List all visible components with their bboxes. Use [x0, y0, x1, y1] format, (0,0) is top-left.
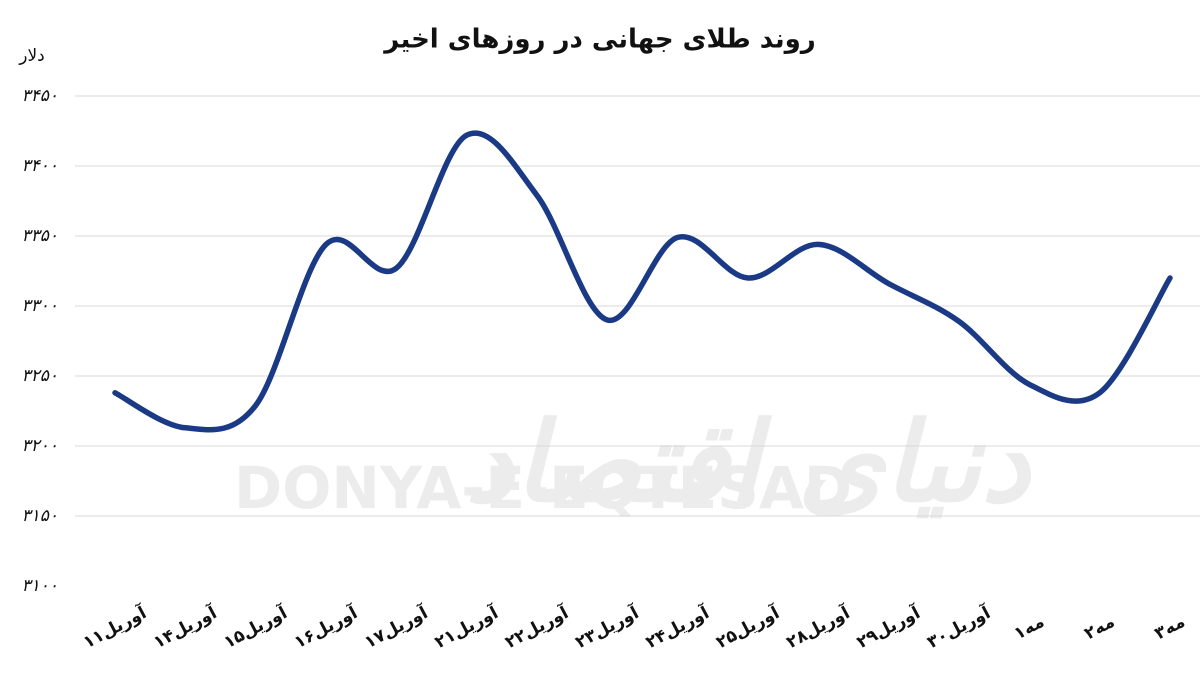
line — [112, 130, 1173, 433]
y-tick-label: ۳۱۰۰ — [21, 576, 58, 596]
x-tick-label: ۱۴آوریل — [149, 601, 221, 653]
x-tick-label: ۱۵آوریل — [220, 601, 292, 653]
x-tick-label: ۱۶آوریل — [290, 601, 362, 653]
y-tick-label: ۳۴۰۰ — [21, 156, 58, 176]
y-tick-label: ۳۴۵۰ — [21, 86, 58, 106]
x-tick-label: ۲۵آوریل — [712, 601, 784, 653]
x-tick-label: ۱مه — [1011, 612, 1048, 644]
x-tick-label: ۲مه — [1081, 612, 1118, 644]
y-tick-label: ۳۲۵۰ — [21, 366, 58, 386]
y-tick-label: ۳۳۰۰ — [21, 296, 58, 316]
x-tick-label: ۲۹آوریل — [853, 601, 925, 653]
x-tick-label: ۲۴آوریل — [642, 601, 714, 653]
y-tick-label: ۳۲۰۰ — [21, 436, 58, 456]
chart-title: روند طلای جهانی در روزهای اخیر — [382, 25, 815, 55]
watermark: DONYA-E-EQTESAD — [234, 454, 852, 522]
x-tick-label: ۲۳آوریل — [571, 601, 643, 653]
y-axis-label: دلار — [18, 46, 44, 66]
x-tick-label: ۲۸آوریل — [782, 601, 854, 653]
watermark-fa: دنیای اقتصاد — [465, 398, 1032, 526]
x-tick-label: ۲۲آوریل — [501, 601, 573, 653]
x-tick-label: ۳مه — [1152, 612, 1189, 644]
y-tick-label: ۳۳۵۰ — [21, 226, 58, 246]
x-tick-label: ۱۷آوریل — [360, 601, 432, 653]
x-tick-label: ۲۱آوریل — [431, 601, 503, 653]
x-tick-label: ۳۰آوریل — [923, 601, 995, 653]
x-tick-label: ۱۱آوریل — [79, 601, 151, 653]
y-tick-label: ۳۱۵۰ — [21, 506, 58, 526]
